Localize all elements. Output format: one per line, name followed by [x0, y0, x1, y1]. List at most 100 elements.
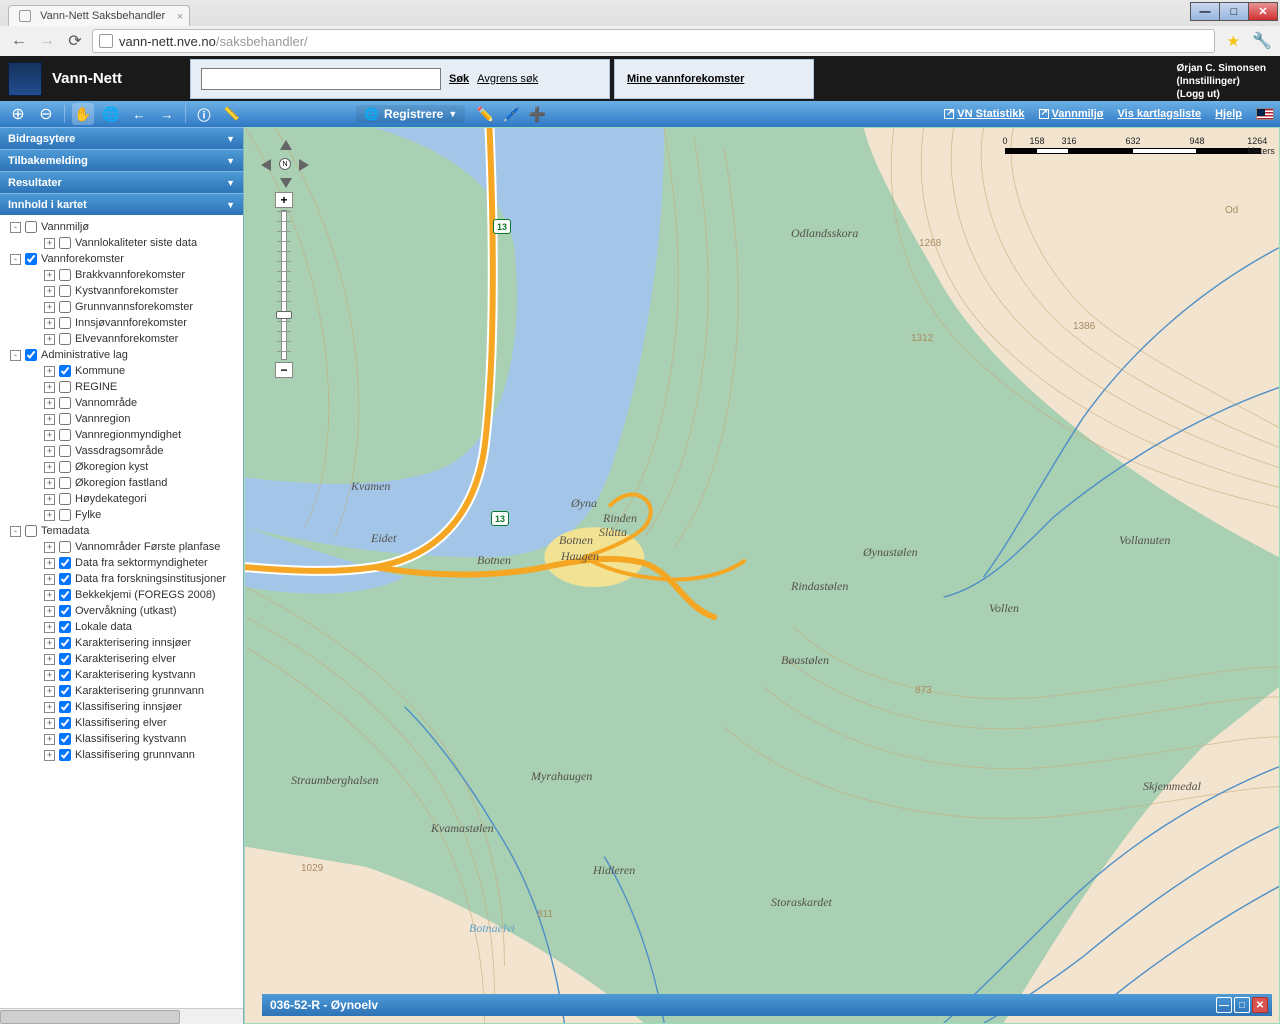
pan-hand-button[interactable]: [72, 103, 94, 125]
tab-close-icon[interactable]: ×: [177, 11, 183, 23]
layer-checkbox[interactable]: [25, 221, 37, 233]
layer-checkbox[interactable]: [25, 253, 37, 265]
layer-checkbox[interactable]: [59, 301, 71, 313]
browser-tab[interactable]: Vann-Nett Saksbehandler ×: [8, 5, 190, 26]
layer-tree-item[interactable]: +Karakterisering innsjøer: [0, 635, 243, 651]
layer-tree-item[interactable]: +Fylke: [0, 507, 243, 523]
measure-button[interactable]: 📏: [221, 103, 243, 125]
layer-checkbox[interactable]: [59, 685, 71, 697]
layer-checkbox[interactable]: [59, 621, 71, 633]
layer-checkbox[interactable]: [59, 557, 71, 569]
layer-checkbox[interactable]: [59, 573, 71, 585]
layer-checkbox[interactable]: [59, 461, 71, 473]
language-flag-icon[interactable]: [1256, 108, 1274, 120]
expand-icon[interactable]: +: [44, 398, 55, 409]
expand-icon[interactable]: +: [44, 686, 55, 697]
collapse-icon[interactable]: -: [10, 526, 21, 537]
expand-icon[interactable]: +: [44, 494, 55, 505]
vn-statistikk-link[interactable]: VN Statistikk: [944, 108, 1024, 120]
layer-checkbox[interactable]: [59, 541, 71, 553]
layer-tree-item[interactable]: +Karakterisering grunnvann: [0, 683, 243, 699]
expand-icon[interactable]: +: [44, 638, 55, 649]
expand-icon[interactable]: +: [44, 430, 55, 441]
zoom-out-slider-button[interactable]: −: [275, 362, 293, 378]
add-feature-button[interactable]: ➕: [527, 104, 547, 124]
layer-tree-item[interactable]: +Elvevannforekomster: [0, 331, 243, 347]
layer-checkbox[interactable]: [59, 397, 71, 409]
draw-tool-button[interactable]: 🖊️: [501, 104, 521, 124]
layer-tree-item[interactable]: +Klassifisering innsjøer: [0, 699, 243, 715]
expand-icon[interactable]: +: [44, 302, 55, 313]
mine-vannforekomster-link[interactable]: Mine vannforekomster: [627, 73, 744, 85]
hjelp-link[interactable]: Hjelp: [1215, 108, 1242, 120]
pan-west-button[interactable]: [261, 159, 271, 171]
layer-tree-item[interactable]: +Kommune: [0, 363, 243, 379]
layer-checkbox[interactable]: [59, 669, 71, 681]
expand-icon[interactable]: +: [44, 462, 55, 473]
map-viewport[interactable]: N + − 01583166329481264 Meters Odlandssk…: [244, 127, 1280, 1024]
accordion-tilbakemelding[interactable]: Tilbakemelding▼: [0, 149, 243, 171]
layer-tree-item[interactable]: -Vannmiljø: [0, 219, 243, 235]
layer-tree-item[interactable]: +Klassifisering kystvann: [0, 731, 243, 747]
layer-tree-item[interactable]: +Vannregionmyndighet: [0, 427, 243, 443]
layer-checkbox[interactable]: [59, 509, 71, 521]
expand-icon[interactable]: +: [44, 510, 55, 521]
layer-tree-item[interactable]: +Karakterisering elver: [0, 651, 243, 667]
search-input[interactable]: [201, 68, 441, 90]
expand-icon[interactable]: +: [44, 558, 55, 569]
vannmiljo-link[interactable]: Vannmiljø: [1039, 108, 1104, 120]
layer-checkbox[interactable]: [59, 637, 71, 649]
zoom-in-slider-button[interactable]: +: [275, 192, 293, 208]
expand-icon[interactable]: +: [44, 478, 55, 489]
full-extent-button[interactable]: [100, 103, 122, 125]
layer-tree[interactable]: -Vannmiljø+Vannlokaliteter siste data-Va…: [0, 215, 243, 1008]
layer-checkbox[interactable]: [59, 653, 71, 665]
expand-icon[interactable]: +: [44, 718, 55, 729]
layer-tree-item[interactable]: +Vannregion: [0, 411, 243, 427]
window-minimize-button[interactable]: —: [1190, 2, 1220, 21]
zoom-in-button[interactable]: [7, 103, 29, 125]
layer-checkbox[interactable]: [59, 429, 71, 441]
accordion-innhold[interactable]: Innhold i kartet▼: [0, 193, 243, 215]
expand-icon[interactable]: +: [44, 702, 55, 713]
settings-wrench-icon[interactable]: 🔧: [1252, 31, 1272, 51]
layer-checkbox[interactable]: [59, 445, 71, 457]
layer-checkbox[interactable]: [25, 525, 37, 537]
layer-checkbox[interactable]: [59, 701, 71, 713]
layer-tree-item[interactable]: -Temadata: [0, 523, 243, 539]
expand-icon[interactable]: +: [44, 334, 55, 345]
layer-checkbox[interactable]: [59, 477, 71, 489]
expand-icon[interactable]: +: [44, 750, 55, 761]
collapse-icon[interactable]: -: [10, 254, 21, 265]
layer-tree-item[interactable]: +Brakkvannforekomster: [0, 267, 243, 283]
layer-tree-item[interactable]: +Lokale data: [0, 619, 243, 635]
search-button[interactable]: Søk: [449, 73, 469, 85]
expand-icon[interactable]: +: [44, 366, 55, 377]
layer-checkbox[interactable]: [59, 381, 71, 393]
layer-checkbox[interactable]: [59, 365, 71, 377]
layer-tree-item[interactable]: +Vannlokaliteter siste data: [0, 235, 243, 251]
layer-tree-item[interactable]: +Overvåkning (utkast): [0, 603, 243, 619]
layer-checkbox[interactable]: [59, 749, 71, 761]
footer-close-button[interactable]: ✕: [1252, 997, 1268, 1013]
sidebar-hscrollbar[interactable]: [0, 1008, 243, 1024]
accordion-resultater[interactable]: Resultater▼: [0, 171, 243, 193]
layer-checkbox[interactable]: [25, 349, 37, 361]
pan-south-button[interactable]: [280, 178, 292, 188]
expand-icon[interactable]: +: [44, 542, 55, 553]
collapse-icon[interactable]: -: [10, 350, 21, 361]
footer-minimize-button[interactable]: —: [1216, 997, 1232, 1013]
expand-icon[interactable]: +: [44, 446, 55, 457]
nav-forward-button[interactable]: →: [36, 30, 58, 52]
expand-icon[interactable]: +: [44, 414, 55, 425]
expand-icon[interactable]: +: [44, 286, 55, 297]
expand-icon[interactable]: +: [44, 590, 55, 601]
layer-tree-item[interactable]: -Administrative lag: [0, 347, 243, 363]
layer-checkbox[interactable]: [59, 269, 71, 281]
expand-icon[interactable]: +: [44, 382, 55, 393]
nav-reload-button[interactable]: ⟳: [64, 30, 86, 52]
layer-tree-item[interactable]: +Grunnvannsforekomster: [0, 299, 243, 315]
expand-icon[interactable]: +: [44, 670, 55, 681]
expand-icon[interactable]: +: [44, 238, 55, 249]
logout-link[interactable]: (Logg ut): [1177, 89, 1220, 100]
